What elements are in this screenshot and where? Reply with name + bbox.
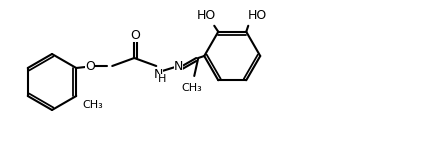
Text: N: N	[154, 67, 163, 81]
Text: O: O	[85, 59, 95, 73]
Text: O: O	[131, 28, 140, 41]
Text: H: H	[158, 74, 166, 84]
Text: CH₃: CH₃	[82, 100, 103, 110]
Text: HO: HO	[197, 9, 216, 22]
Text: N: N	[173, 59, 183, 73]
Text: CH₃: CH₃	[182, 83, 203, 93]
Text: HO: HO	[248, 9, 268, 22]
